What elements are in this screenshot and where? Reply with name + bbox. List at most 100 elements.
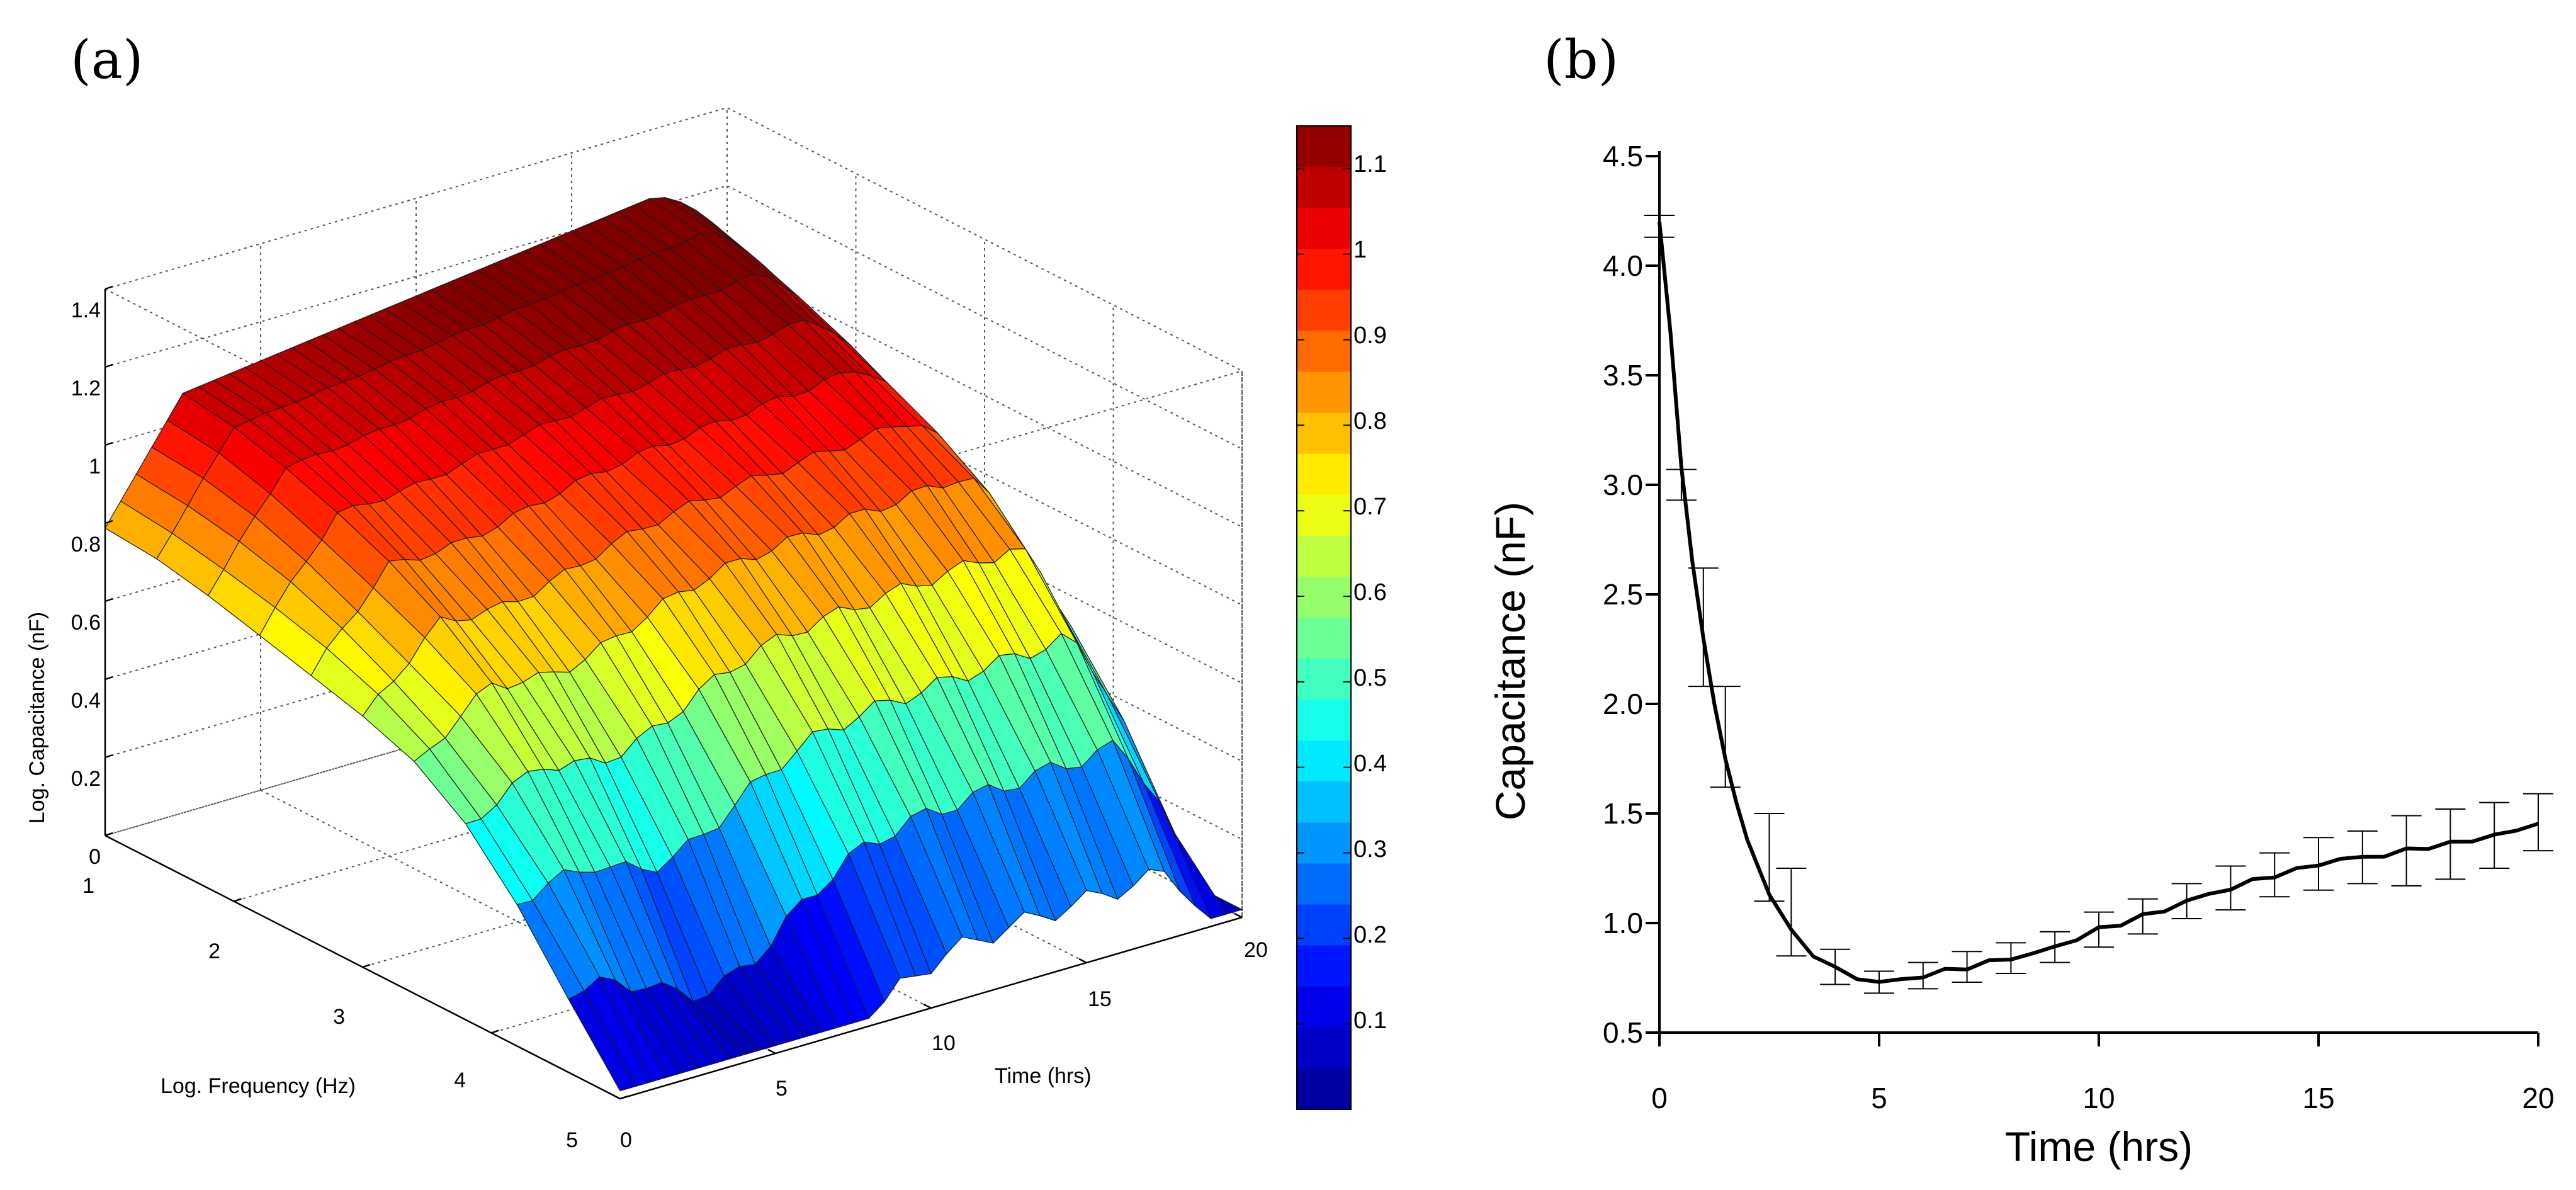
colorbar-band [1297, 700, 1351, 742]
colorbar-band [1297, 167, 1351, 209]
colorbar-band [1297, 822, 1351, 864]
freq-tick-3: 3 [333, 1005, 345, 1029]
capacitance-axis-label: Capacitance (nF) [1487, 502, 1534, 820]
z-tick-mark [105, 676, 113, 681]
cb-tick-0.9: 0.9 [1353, 322, 1387, 349]
colorbar-band [1297, 863, 1351, 905]
z-tick-mark [105, 441, 113, 446]
cap-tick-4.5: 4.5 [1603, 140, 1643, 173]
colorbar-band [1297, 576, 1351, 618]
frequency-tick-mark [619, 1095, 628, 1100]
colorbar-band [1297, 535, 1351, 577]
freq-tick-4: 4 [454, 1068, 466, 1092]
time-axis-label-b: Time (hrs) [2005, 1123, 2193, 1170]
z-tick-4: 0.8 [71, 533, 101, 557]
cap-tick-1.0: 1.0 [1603, 907, 1643, 939]
capacitance-line [1658, 222, 2539, 984]
colorbar-tick-labels: 0.1 0.2 0.3 0.4 0.5 0.6 0.7 0.8 0.9 1 1.… [1297, 151, 1387, 1034]
freq-tick-5: 5 [566, 1128, 578, 1152]
z-axis-label: Log. Capacitance (nF) [25, 612, 49, 824]
colorbar-band [1297, 1027, 1351, 1069]
time-tick-labels-b: 0 5 10 15 20 [1651, 1082, 2554, 1114]
colorbar-band [1297, 1068, 1351, 1110]
surface-axes [104, 285, 1243, 1100]
z-tick-5: 1 [89, 455, 101, 479]
time-b-tick-5: 5 [1871, 1082, 1887, 1114]
colorbar-band [1297, 945, 1351, 987]
z-tick-1: 0.2 [71, 767, 101, 791]
freq-tick-2: 2 [208, 939, 220, 963]
colorbar-band [1297, 453, 1351, 496]
time-b-tick-0: 0 [1651, 1082, 1668, 1114]
time-tick-mark [767, 1048, 776, 1055]
capacitance-tick-labels: 0.5 1.0 1.5 2.0 2.5 3.0 3.5 4.0 4.5 [1603, 140, 1643, 1049]
cap-tick-1.5: 1.5 [1603, 797, 1643, 830]
time-tick-labels: 0 5 10 15 20 [620, 938, 1268, 1152]
z-tick-0: 0 [89, 845, 101, 869]
time-tick-mark [923, 1003, 932, 1009]
colorbar-band [1297, 740, 1351, 783]
colorbar-band [1297, 331, 1351, 373]
z-tick-7: 1.4 [71, 298, 101, 322]
z-tick-mark [105, 519, 113, 524]
colorbar-band [1297, 494, 1351, 536]
freq-tick-1: 1 [82, 874, 94, 898]
colorbar-band [1297, 781, 1351, 824]
line-plot-axes [1646, 151, 2539, 1046]
z-tick-labels: 0 0.2 0.4 0.6 0.8 1 1.2 1.4 [71, 298, 101, 869]
cb-tick-0.7: 0.7 [1353, 494, 1387, 520]
time-tick-10: 10 [932, 1031, 956, 1055]
grid-line-z [105, 106, 1243, 371]
colorbar-band [1297, 371, 1351, 414]
cb-tick-0.6: 0.6 [1353, 579, 1387, 606]
line-plot-panel: 0.5 1.0 1.5 2.0 2.5 3.0 3.5 4.0 4.5 0 5 … [1487, 140, 2555, 1170]
error-bars [1644, 214, 2553, 994]
cb-tick-0.5: 0.5 [1353, 665, 1387, 691]
frequency-tick-mark [105, 832, 113, 837]
colorbar: 0.1 0.2 0.3 0.4 0.5 0.6 0.7 0.8 0.9 1 1.… [1296, 125, 1387, 1110]
cap-tick-0.5: 0.5 [1603, 1016, 1643, 1049]
colorbar-band [1297, 412, 1351, 455]
time-tick-15: 15 [1088, 987, 1112, 1011]
z-tick-6: 1.2 [71, 377, 101, 400]
cb-tick-0.1: 0.1 [1353, 1007, 1387, 1034]
cap-tick-3.5: 3.5 [1603, 359, 1643, 392]
time-tick-mark [1078, 958, 1087, 964]
frequency-tick-mark [491, 1029, 499, 1034]
colorbar-band [1297, 659, 1351, 701]
cap-tick-3.0: 3.0 [1603, 468, 1643, 501]
z-tick-2: 0.4 [71, 689, 101, 713]
time-tick-0: 0 [620, 1128, 632, 1152]
z-tick-mark [105, 363, 113, 368]
cb-tick-0.3: 0.3 [1353, 836, 1387, 863]
surface-patch [568, 990, 636, 1092]
grid-line-time-floor [260, 790, 776, 1054]
cb-tick-0.2: 0.2 [1353, 922, 1387, 948]
z-tick-mark [105, 285, 113, 290]
colorbar-band [1297, 904, 1351, 946]
time-tick-20: 20 [1244, 938, 1268, 962]
frequency-tick-mark [234, 898, 242, 902]
cb-tick-0.8: 0.8 [1353, 408, 1387, 434]
time-b-tick-20: 20 [2522, 1082, 2554, 1114]
time-b-tick-10: 10 [2082, 1082, 2115, 1114]
grid-line-z [105, 184, 1243, 450]
frequency-tick-labels: 1 2 3 4 5 [82, 874, 578, 1152]
cb-tick-1.1: 1.1 [1353, 151, 1387, 178]
time-tick-5: 5 [776, 1077, 788, 1101]
grid-top-edge [105, 288, 621, 553]
surface-plot-panel: 0 0.2 0.4 0.6 0.8 1 1.2 1.4 1 2 3 4 5 0 … [25, 106, 1268, 1152]
z-tick-mark [105, 598, 113, 603]
time-tick-mark [612, 1094, 621, 1100]
panel-b-label: (b) [1544, 29, 1618, 91]
time-axis-label: Time (hrs) [995, 1064, 1092, 1088]
colorbar-band [1297, 249, 1351, 291]
colorbar-band [1297, 618, 1351, 660]
cap-tick-2.5: 2.5 [1603, 578, 1643, 611]
colorbar-band [1297, 290, 1351, 332]
frequency-tick-mark [362, 963, 371, 968]
capacitance-surface [105, 197, 1243, 1092]
colorbar-bands [1297, 126, 1351, 1110]
z-tick-mark [105, 754, 113, 759]
